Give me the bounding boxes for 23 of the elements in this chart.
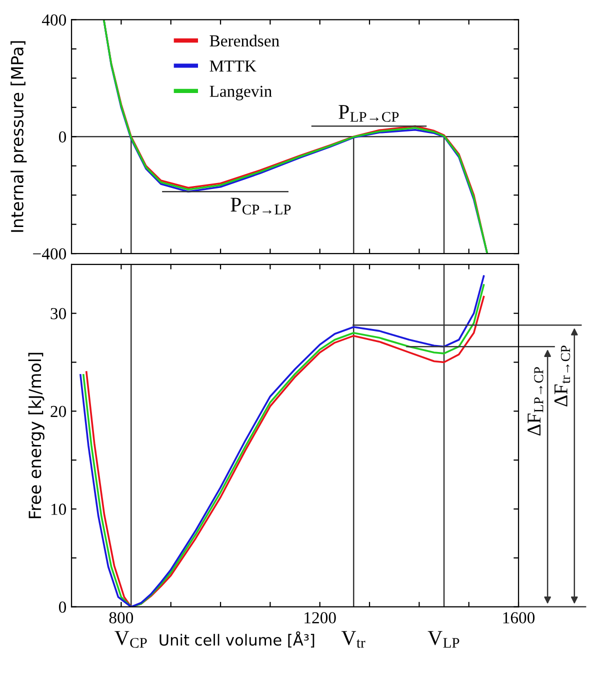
y-tick-label: 30 (50, 308, 66, 320)
legend-label: ΔF$_{tr→CP}$ (554, 346, 570, 406)
y-tick-label: 400 (42, 14, 66, 26)
x-axis-title: Unit cell volume [Å³] (160, 631, 314, 648)
ref-line-label: V$_{LP}$ (428, 631, 460, 648)
legend-label: MTTK (210, 60, 256, 72)
y-axis-title: Internal pressure [MPa] (10, 41, 27, 232)
legend-label: Langevin (210, 86, 272, 100)
ref-line-label: ΔF$_{LP→CP}$ (528, 367, 544, 436)
y-tick-label: 0 (58, 131, 66, 143)
ref-line-label: V$_{tr}$ (341, 631, 366, 648)
ref-line-label: P$_{LP→CP}$ (338, 105, 399, 122)
x-tick-label: 800 (109, 612, 134, 624)
y-axis-title: Free energy [kJ/mol] (28, 352, 44, 518)
y-tick-label: 10 (51, 504, 66, 515)
ref-line-label: P$_{CP→LP}$ (230, 198, 291, 215)
legend-label: Berendsen (210, 34, 280, 46)
y-tick-label: −400 (33, 248, 66, 260)
y-tick-label: 0 (58, 602, 66, 613)
x-tick-label: 1200 (304, 612, 336, 624)
x-tick-label: 1600 (503, 612, 535, 624)
y-tick-label: 20 (50, 406, 66, 418)
ref-line-label: V$_{CP}$ (114, 631, 147, 648)
